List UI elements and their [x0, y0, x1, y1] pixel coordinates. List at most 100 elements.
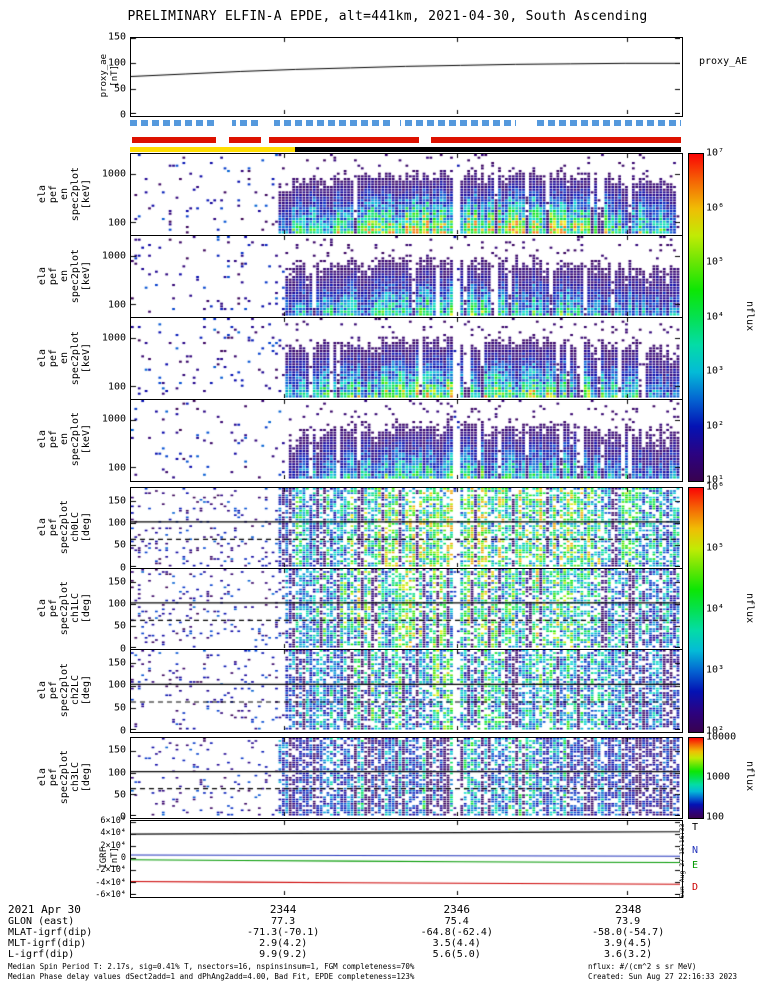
panel-ch3LC-canvas: [131, 738, 680, 816]
igrf-ytick-1: 4×10⁴: [100, 828, 126, 839]
proxy-ae-ylabel: proxy_ae [nT]: [97, 37, 123, 115]
colorbar-0-tick-0: 10⁷: [706, 147, 725, 159]
panel-ch2LC-ylabel-line-1: pef: [47, 680, 59, 700]
panel-ch0LC-ylabel: ela pef spec2plot ch0LC [deg]: [36, 487, 92, 568]
panel-en-spec-3-ylabel: ela pef en spec2plot [keV]: [36, 317, 92, 399]
panel-en-spec-3-ylabel-line-3: spec2plot: [69, 330, 81, 386]
status-bar-yellow: [130, 147, 296, 152]
proxy-ae-ytick-0: 150: [107, 31, 126, 43]
status-bar-black: [295, 147, 681, 152]
panel-en-spec-1-ylabel: ela pef en spec2plot [keV]: [36, 153, 92, 235]
colorbar-1-tick-4: 10²: [706, 725, 725, 737]
igrf-series-label-N: N: [692, 845, 699, 857]
xaxis-row-0-value-1: 75.4: [444, 916, 469, 927]
xaxis-date-label: 2021 Apr 30: [8, 903, 81, 916]
footer-nflux-units: nflux: #/(cm^2 s sr MeV): [588, 962, 697, 971]
panel-en-spec-4-canvas: [131, 400, 680, 479]
panel-ch3LC: [130, 737, 683, 819]
xaxis-row-label-0: GLON (east): [8, 916, 75, 927]
proxy-ae-panel-canvas: [131, 38, 680, 114]
proxy-ae-panel: [130, 37, 683, 117]
panel-en-spec-3-ytick-0: 1000: [101, 332, 126, 343]
panel-en-spec-2-ytick-0: 1000: [101, 250, 126, 261]
panel-en-spec-2-ylabel-line-3: spec2plot: [69, 248, 81, 304]
panel-en-spec-4-ylabel-line-1: pef: [47, 430, 59, 449]
panel-en-spec-1-canvas: [131, 154, 680, 234]
panel-en-spec-2-ylabel-line-0: ela: [36, 266, 48, 286]
igrf-series-label-D: D: [692, 881, 699, 893]
panel-en-spec-1-ylabel-line-1: pef: [47, 184, 59, 204]
panel-ch3LC-ytick-1: 100: [107, 767, 126, 779]
panel-en-spec-2-ylabel-line-1: pef: [47, 266, 59, 286]
panel-ch1LC-ylabel-line-3: ch1LC: [69, 593, 81, 624]
panel-en-spec-4-ytick-1: 100: [107, 462, 126, 474]
panel-en-spec-2-ylabel-line-4: [keV]: [80, 260, 92, 292]
panel-ch3LC-ytick-2: 50: [113, 789, 126, 801]
igrf-series-label-T: T: [692, 822, 699, 834]
panel-ch2LC: [130, 649, 683, 733]
panel-en-spec-2-canvas: [131, 236, 680, 316]
panel-en-spec-4-ylabel: ela pef en spec2plot [keV]: [36, 399, 92, 480]
igrf-ytick-0: 6×10⁴: [100, 816, 126, 827]
colorbar-1-tick-1: 10⁵: [706, 542, 725, 554]
panel-en-spec-3-ylabel-line-0: ela: [36, 348, 48, 368]
panel-ch0LC-ytick-2: 50: [113, 539, 126, 551]
xaxis-time-tick-1: 2346: [443, 903, 470, 916]
status-bar-red-segment-3: [430, 137, 681, 143]
panel-ch2LC-canvas: [131, 650, 680, 730]
panel-en-spec-1-ylabel-line-0: ela: [36, 184, 48, 204]
panel-ch0LC-ylabel-line-2: spec2plot: [58, 500, 70, 555]
panel-ch0LC-ylabel-line-0: ela: [36, 518, 48, 537]
colorbar-0-tick-6: 10¹: [706, 474, 725, 486]
igrf-side-timestamp: Sun Aug 27 15:16:33: [678, 823, 686, 898]
xaxis-row-1-value-0: -71.3(-70.1): [247, 927, 320, 938]
colorbar-1: [688, 487, 704, 733]
panel-en-spec-4-ylabel-line-4: [keV]: [80, 424, 92, 455]
colorbar-1-tick-0: 10⁶: [706, 481, 725, 493]
xaxis-row-2-value-1: 3.5(4.4): [432, 938, 481, 949]
xaxis-row-0-value-0: 77.3: [271, 916, 296, 927]
colorbar-0-title: nflux: [744, 300, 755, 331]
panel-ch1LC: [130, 568, 683, 651]
panel-ch0LC-ytick-0: 150: [107, 495, 126, 507]
colorbar-0-tick-2: 10⁵: [706, 256, 725, 268]
colorbar-2-tick-0: 10000: [706, 731, 737, 743]
panel-ch2LC-ylabel-line-0: ela: [36, 680, 48, 700]
footer-line-2: Median Phase delay values dSect2add=1 an…: [8, 972, 415, 981]
panel-ch3LC-ylabel-line-2: spec2plot: [58, 749, 70, 805]
panel-en-spec-4-ytick-0: 1000: [101, 413, 126, 425]
panel-ch3LC-ylabel-line-1: pef: [47, 767, 59, 787]
panel-ch2LC-ylabel-line-3: ch2LC: [69, 674, 81, 706]
panel-ch3LC-ylabel-line-3: ch3LC: [69, 761, 81, 793]
xaxis-row-2-value-2: 3.9(4.5): [604, 938, 653, 949]
colorbar-2-tick-1: 1000: [706, 771, 731, 783]
colorbar-1-tick-2: 10⁴: [706, 603, 725, 615]
availability-bar-blue-gap-1: [259, 120, 275, 126]
igrf-ytick-2: 2×10⁴: [100, 840, 126, 851]
panel-ch1LC-canvas: [131, 569, 680, 648]
panel-en-spec-4: [130, 399, 683, 482]
colorbar-0-tick-1: 10⁶: [706, 202, 725, 213]
plot-title: PRELIMINARY ELFIN-A EPDE, alt=441km, 202…: [127, 9, 648, 24]
panel-ch2LC-ylabel: ela pef spec2plot ch2LC [deg]: [36, 649, 92, 731]
colorbar-2-title: nflux: [744, 761, 755, 792]
panel-ch1LC-ylabel: ela pef spec2plot ch1LC [deg]: [36, 568, 92, 649]
colorbar-2-tick-2: 100: [706, 811, 725, 823]
panel-en-spec-3-canvas: [131, 318, 680, 398]
xaxis-row-1-value-2: -58.0(-54.7): [591, 927, 665, 938]
colorbar-0-tick-5: 10²: [706, 420, 725, 431]
panel-ch2LC-ytick-3: 0: [119, 725, 126, 737]
panel-ch0LC: [130, 487, 683, 570]
xaxis-row-3-value-2: 3.6(3.2): [604, 949, 653, 960]
igrf-series-label-E: E: [692, 859, 699, 871]
availability-bar-blue-gap-0: [215, 120, 232, 126]
panel-en-spec-3: [130, 317, 683, 401]
panel-ch2LC-ylabel-line-2: spec2plot: [58, 662, 70, 718]
panel-ch3LC-ytick-3: 0: [119, 811, 126, 823]
proxy-ae-ytick-2: 50: [113, 83, 126, 95]
colorbar-0: [688, 153, 704, 482]
xaxis-time-tick-0: 2344: [269, 903, 297, 916]
xaxis-row-label-3: L-igrf(dip): [8, 949, 75, 960]
